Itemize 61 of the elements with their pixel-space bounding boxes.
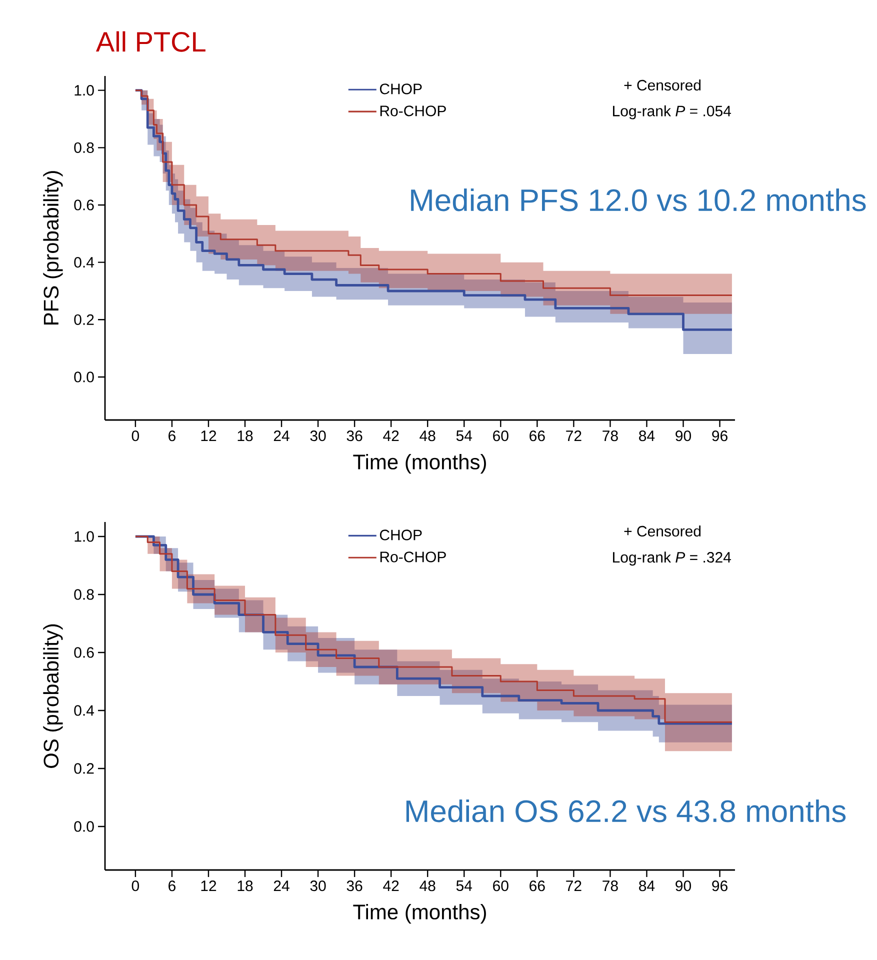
- x-tick-label: 30: [310, 880, 326, 892]
- x-tick-label: 18: [238, 880, 253, 892]
- x-tick-label: 96: [712, 880, 728, 892]
- x-tick-label: 84: [639, 430, 655, 442]
- x-tick-label: 42: [383, 430, 399, 441]
- x-tick-label: 24: [274, 430, 290, 441]
- y-axis-title: PFS (probability): [43, 171, 63, 324]
- x-tick-label: 36: [346, 880, 362, 892]
- y-axis-title: OS (probability): [43, 624, 63, 768]
- x-tick-label: 36: [346, 430, 362, 442]
- x-tick-label: 48: [420, 880, 436, 892]
- x-tick-label: 6: [168, 430, 176, 442]
- x-tick-label: 90: [676, 880, 691, 892]
- y-tick-label: 0.8: [74, 589, 94, 600]
- x-tick-label: 30: [310, 430, 326, 442]
- x-tick-label: 48: [420, 430, 436, 442]
- x-axis-title: Time (months): [353, 454, 486, 474]
- annotation: Median PFS 12.0 vs 10.2 months: [411, 188, 866, 212]
- x-tick-label: 12: [201, 880, 216, 891]
- y-tick-label: 0.4: [74, 705, 94, 716]
- y-tick-label: 0.4: [74, 257, 94, 268]
- annotation: + Censored: [624, 80, 701, 91]
- legend-label: Ro-CHOP: [380, 106, 446, 116]
- x-tick-label: 0: [132, 880, 140, 892]
- y-tick-label: 0.8: [74, 142, 94, 153]
- x-tick-label: 90: [676, 430, 691, 442]
- x-tick-label: 24: [274, 880, 290, 891]
- x-axis-title: Time (months): [353, 904, 486, 924]
- y-tick-label: 0.6: [74, 647, 94, 658]
- y-tick-label: 0.2: [74, 763, 94, 774]
- annotation: Median OS 62.2 vs 43.8 months: [406, 799, 846, 822]
- x-tick-label: 78: [602, 880, 618, 892]
- annotation: + Censored: [624, 526, 701, 537]
- x-tick-label: 72: [566, 880, 582, 891]
- x-tick-label: 84: [639, 880, 655, 892]
- x-tick-label: 60: [493, 430, 508, 442]
- x-tick-label: 96: [712, 430, 728, 442]
- x-tick-label: 66: [530, 430, 545, 442]
- y-tick-label: 1.0: [74, 531, 94, 542]
- x-tick-label: 12: [201, 430, 216, 441]
- x-tick-label: 0: [132, 430, 140, 442]
- y-tick-label: 0.2: [74, 314, 94, 325]
- y-tick-label: 0.0: [74, 821, 94, 832]
- x-tick-label: 54: [456, 430, 472, 441]
- chart-title: All PTCL: [96, 31, 206, 52]
- legend-label: Ro-CHOP: [380, 552, 446, 562]
- y-tick-label: 1.0: [74, 85, 94, 96]
- x-tick-label: 42: [383, 880, 399, 891]
- legend-label: CHOP: [380, 84, 422, 94]
- legend-label: CHOP: [380, 530, 422, 540]
- x-tick-label: 54: [456, 880, 472, 891]
- x-tick-label: 60: [493, 880, 508, 892]
- x-tick-label: 78: [602, 430, 618, 442]
- x-tick-label: 66: [530, 880, 545, 892]
- x-tick-label: 6: [168, 880, 176, 892]
- x-tick-label: 72: [566, 430, 582, 441]
- annotation: Log-rank P = .324: [613, 552, 732, 566]
- y-tick-label: 0.6: [74, 200, 94, 210]
- y-tick-label: 0.0: [74, 372, 94, 382]
- x-tick-label: 18: [238, 430, 253, 442]
- annotation: Log-rank P = .054: [613, 105, 732, 120]
